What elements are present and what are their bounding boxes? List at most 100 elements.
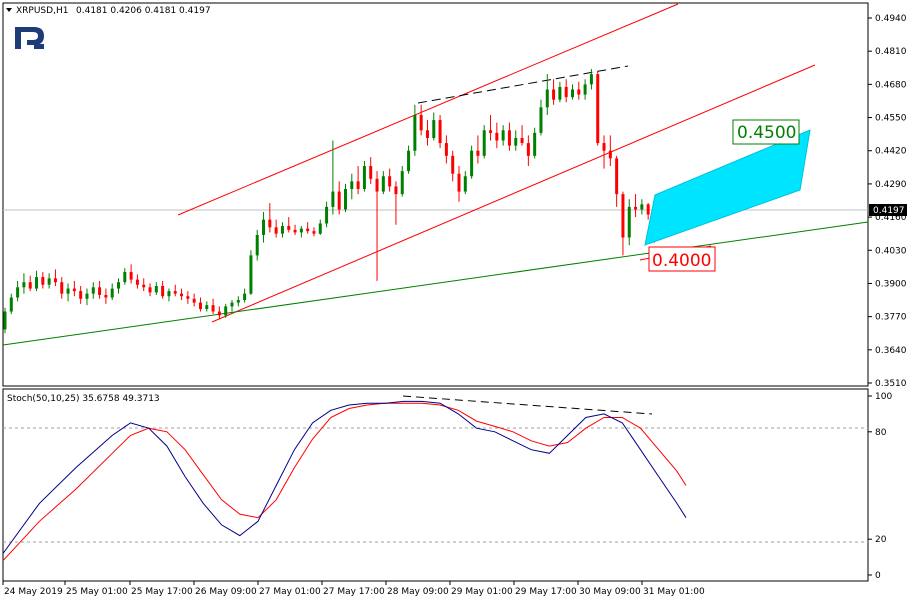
candle-body (173, 291, 177, 294)
price-tick-label: 0.4290 (875, 180, 907, 190)
symbol-label: XRPUSD,H1 (16, 6, 68, 16)
candle-body (640, 204, 644, 210)
candle-body (331, 191, 335, 207)
target-high-box: 0.4500 (732, 119, 800, 145)
candle-body (230, 302, 234, 307)
candle-body (85, 293, 89, 299)
candle-body (66, 288, 70, 294)
support-trend-line (2, 221, 869, 346)
candle-body (526, 143, 530, 156)
candle-body (167, 291, 171, 297)
candle-body (318, 223, 322, 234)
candle-body (22, 282, 26, 288)
price-tick-label: 0.4550 (875, 114, 907, 124)
candle-body (476, 150, 480, 156)
stoch-main-line (2, 400, 687, 554)
price-axis: 0.4940 0.4810 0.4680 0.4550 0.4420 0.4290 0.41… (868, 14, 907, 389)
candle-body (154, 286, 158, 293)
candle-body (457, 173, 461, 192)
time-tick-label: 28 May 09:00 (387, 587, 449, 597)
candle-body (583, 84, 587, 95)
candle-body (312, 231, 316, 234)
candle-body (236, 300, 240, 303)
candle-body (16, 287, 20, 298)
candle-body (356, 181, 360, 190)
price-tick-label: 0.4030 (875, 246, 907, 256)
price-tick-label: 0.3640 (875, 346, 907, 356)
candle-body (552, 89, 556, 100)
candle-body (564, 86, 568, 98)
target-low-label: 0.4000 (652, 251, 711, 271)
price-tick-label: 0.3510 (875, 379, 907, 389)
stoch-tick-label: 0 (875, 571, 881, 581)
candle-body (243, 293, 247, 301)
current-price-value: 0.4197 (873, 206, 905, 216)
candle-body (123, 271, 127, 283)
stoch-tick-label: 80 (875, 428, 887, 438)
candle-body (274, 227, 278, 234)
candle-body (558, 86, 562, 100)
candle-body (35, 277, 39, 289)
candle-body (72, 288, 76, 292)
candle-body (148, 287, 152, 293)
stochastic-lines (2, 400, 687, 562)
candle-body (142, 284, 146, 288)
candle-body (205, 305, 209, 309)
candle-body (280, 226, 284, 234)
candle-body (9, 297, 13, 312)
time-tick-label: 25 May 01:00 (66, 587, 128, 597)
candle-body (192, 298, 196, 303)
candle-body (224, 306, 228, 316)
candle-body (186, 296, 190, 299)
stoch-panel-frame (2, 388, 869, 582)
time-tick-label: 27 May 17:00 (323, 587, 385, 597)
channel-lower-line (211, 64, 816, 323)
candle-body (507, 130, 511, 146)
candle-body (571, 89, 574, 98)
candle-body (634, 206, 638, 210)
candle-body (28, 282, 32, 289)
candle-body (3, 311, 7, 330)
stoch-divergence-line (402, 395, 653, 415)
candle-body (413, 114, 417, 151)
candle-body (198, 302, 202, 309)
candle-body (482, 130, 486, 156)
candle-body (53, 278, 57, 283)
candle-body (444, 143, 448, 156)
candle-body (539, 107, 543, 133)
candle-body (217, 311, 221, 316)
candle-body (596, 74, 600, 144)
time-tick-label: 27 May 01:00 (259, 587, 321, 597)
stoch-header: Stoch(50,10,25) 35.6758 49.3713 (7, 394, 160, 404)
price-tick-label: 0.4810 (875, 47, 907, 57)
candle-body (608, 150, 612, 159)
price-tick-label: 0.3900 (875, 279, 907, 289)
candle-body (293, 229, 297, 233)
broker-logo (15, 27, 44, 49)
candle-body (255, 234, 259, 256)
candle-body (545, 89, 549, 108)
candle-body (110, 288, 114, 298)
candle-body (438, 120, 442, 144)
time-tick-label: 29 May 01:00 (451, 587, 513, 597)
candle-body (47, 278, 51, 285)
candle-body (381, 176, 385, 192)
candle-body (268, 219, 272, 228)
time-tick-label: 26 May 09:00 (195, 587, 257, 597)
price-tick-label: 0.3770 (875, 313, 907, 323)
candle-body (91, 287, 95, 294)
candle-body (501, 130, 505, 141)
price-tick-label: 0.4940 (875, 14, 907, 24)
candle-body (621, 194, 625, 238)
target-low-box: 0.4000 (648, 246, 716, 272)
stoch-axis: 100 80 20 0 (868, 392, 892, 581)
candle-body (489, 130, 493, 133)
candle-body (646, 204, 650, 215)
candle-body (589, 74, 593, 85)
candle-body (79, 291, 83, 299)
triangle-down-icon (6, 8, 12, 12)
stoch-tick-label: 100 (875, 392, 892, 402)
price-tick-label: 0.4680 (875, 80, 907, 90)
candle-body (60, 282, 64, 294)
